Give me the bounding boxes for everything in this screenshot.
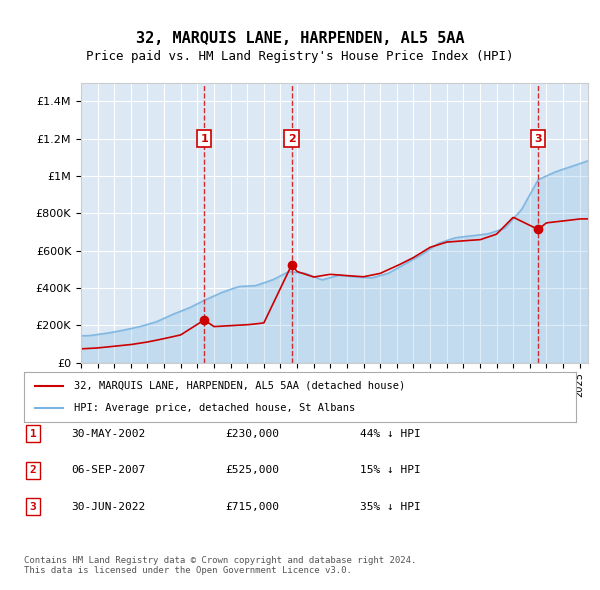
Text: 1: 1 [29, 429, 37, 438]
Text: 2: 2 [29, 466, 37, 475]
Text: 35% ↓ HPI: 35% ↓ HPI [359, 502, 421, 512]
Text: 44% ↓ HPI: 44% ↓ HPI [359, 429, 421, 438]
Text: HPI: Average price, detached house, St Albans: HPI: Average price, detached house, St A… [74, 403, 355, 413]
Text: 2: 2 [288, 134, 295, 143]
Text: £525,000: £525,000 [225, 466, 279, 475]
Text: Price paid vs. HM Land Registry's House Price Index (HPI): Price paid vs. HM Land Registry's House … [86, 50, 514, 63]
Text: 30-MAY-2002: 30-MAY-2002 [71, 429, 145, 438]
Text: £230,000: £230,000 [225, 429, 279, 438]
Text: 32, MARQUIS LANE, HARPENDEN, AL5 5AA: 32, MARQUIS LANE, HARPENDEN, AL5 5AA [136, 31, 464, 46]
Text: 1: 1 [200, 134, 208, 143]
Text: 3: 3 [535, 134, 542, 143]
Text: 32, MARQUIS LANE, HARPENDEN, AL5 5AA (detached house): 32, MARQUIS LANE, HARPENDEN, AL5 5AA (de… [74, 381, 405, 391]
Text: 30-JUN-2022: 30-JUN-2022 [71, 502, 145, 512]
Text: 06-SEP-2007: 06-SEP-2007 [71, 466, 145, 475]
Text: 3: 3 [29, 502, 37, 512]
Text: 15% ↓ HPI: 15% ↓ HPI [359, 466, 421, 475]
Text: £715,000: £715,000 [225, 502, 279, 512]
Text: Contains HM Land Registry data © Crown copyright and database right 2024.
This d: Contains HM Land Registry data © Crown c… [24, 556, 416, 575]
